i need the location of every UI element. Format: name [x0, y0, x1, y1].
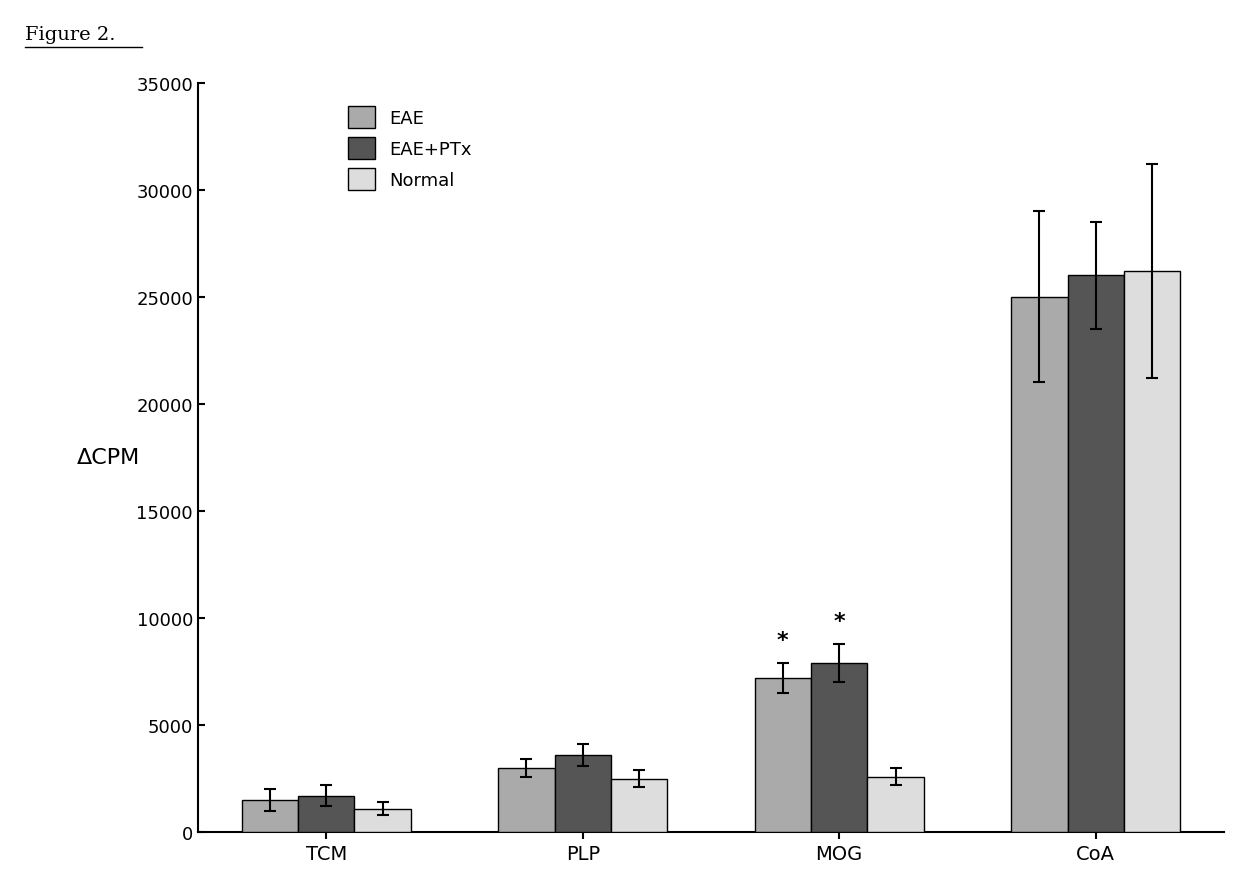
Y-axis label: ΔCPM: ΔCPM	[77, 448, 140, 468]
Text: *: *	[777, 630, 788, 651]
Bar	[1124, 271, 1181, 832]
Text: Figure 2.: Figure 2.	[25, 26, 115, 44]
Bar	[1068, 276, 1124, 832]
Bar	[498, 768, 555, 832]
Bar	[867, 777, 924, 832]
Bar	[611, 779, 668, 832]
Bar	[812, 663, 867, 832]
Bar	[755, 678, 812, 832]
Bar	[354, 809, 411, 832]
Bar	[555, 755, 611, 832]
Bar	[242, 800, 299, 832]
Text: *: *	[834, 611, 845, 631]
Bar	[299, 795, 354, 832]
Legend: EAE, EAE+PTx, Normal: EAE, EAE+PTx, Normal	[341, 100, 478, 198]
Bar	[1011, 298, 1068, 832]
